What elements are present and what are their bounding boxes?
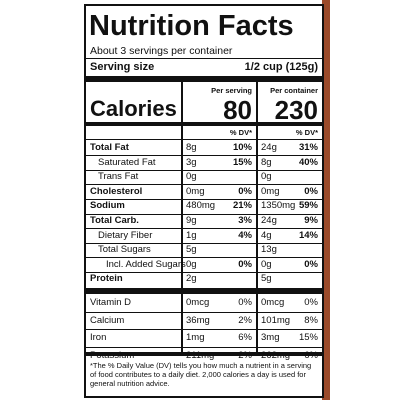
rule bbox=[86, 311, 322, 313]
daily-value: 0% bbox=[304, 297, 318, 308]
nutrient-label: Iron bbox=[90, 332, 107, 343]
dv-header: % DV* bbox=[295, 128, 318, 137]
per-container-header: Per container bbox=[270, 86, 318, 95]
calories-label: Calories bbox=[90, 96, 177, 121]
amount: 13g bbox=[261, 244, 277, 256]
rule bbox=[86, 213, 322, 215]
rule bbox=[86, 271, 322, 273]
label-box bbox=[84, 4, 324, 398]
rule bbox=[86, 139, 322, 140]
daily-value: 0% bbox=[238, 297, 252, 308]
nutrient-label: Calcium bbox=[90, 314, 125, 326]
amount: 9g bbox=[186, 215, 197, 226]
daily-value: 14% bbox=[298, 229, 318, 241]
rule bbox=[86, 184, 322, 186]
thick-rule bbox=[86, 76, 322, 82]
amount: 1350mg bbox=[261, 200, 296, 212]
rule bbox=[86, 155, 322, 157]
title: Nutrition Facts bbox=[89, 10, 294, 42]
daily-value: 2% bbox=[238, 314, 252, 326]
nutrient-label: Incl. Added Sugars bbox=[106, 258, 186, 270]
amount: 24g bbox=[261, 215, 277, 226]
amount: 2g bbox=[186, 273, 197, 285]
daily-value: 0% bbox=[238, 185, 252, 197]
dv-header: % DV* bbox=[229, 128, 252, 137]
amount: 0g bbox=[186, 171, 197, 183]
daily-value: 0% bbox=[304, 185, 318, 197]
amount: 4g bbox=[261, 229, 272, 241]
serving-size-label: Serving size bbox=[90, 61, 155, 73]
column-divider bbox=[181, 82, 183, 352]
daily-value: 31% bbox=[298, 142, 318, 153]
thick-rule bbox=[86, 352, 322, 356]
rule bbox=[86, 329, 322, 330]
amount: 480mg bbox=[186, 200, 216, 212]
daily-value: 8% bbox=[304, 314, 318, 326]
daily-value: 4% bbox=[238, 229, 252, 241]
calories-container: 230 bbox=[274, 95, 318, 125]
daily-value: 0% bbox=[238, 258, 252, 270]
amount: 0g bbox=[261, 171, 272, 183]
daily-value: 21% bbox=[232, 200, 252, 212]
amount: 0g bbox=[186, 258, 197, 270]
thick-rule bbox=[86, 122, 322, 126]
nutrient-label: Trans Fat bbox=[98, 171, 139, 183]
amount: 0mcg bbox=[261, 297, 285, 308]
rule bbox=[86, 242, 322, 244]
daily-value: 9% bbox=[304, 215, 318, 226]
amount: 0g bbox=[261, 258, 272, 270]
nutrient-label: Cholesterol bbox=[90, 185, 143, 197]
daily-value: 15% bbox=[298, 332, 318, 343]
daily-value: 59% bbox=[298, 200, 318, 212]
nutrient-label: Total Carb. bbox=[90, 215, 139, 226]
rule bbox=[86, 58, 322, 59]
per-serving-header: Per serving bbox=[211, 86, 252, 95]
amount: 3mg bbox=[261, 332, 280, 343]
column-divider bbox=[256, 82, 258, 352]
daily-value: 3% bbox=[238, 215, 252, 226]
amount: 8g bbox=[261, 156, 272, 168]
amount: 3g bbox=[186, 156, 197, 168]
amount: 1g bbox=[186, 229, 197, 241]
nutrient-label: Total Fat bbox=[90, 142, 129, 153]
nutrient-label: Total Sugars bbox=[98, 244, 151, 256]
amount: 0mg bbox=[261, 185, 280, 197]
amount: 0mg bbox=[186, 185, 205, 197]
footnote: *The % Daily Value (DV) tells you how mu… bbox=[90, 361, 312, 388]
nutrient-label: Saturated Fat bbox=[98, 156, 156, 168]
calories-serving: 80 bbox=[223, 95, 252, 125]
amount: 24g bbox=[261, 142, 277, 153]
nutrient-label: Vitamin D bbox=[90, 297, 132, 308]
amount: 5g bbox=[186, 244, 197, 256]
nutrient-label: Dietary Fiber bbox=[98, 229, 153, 241]
serving-size-value: 1/2 cup (125g) bbox=[244, 61, 318, 73]
rule bbox=[86, 228, 322, 230]
amount: 1mg bbox=[186, 332, 205, 343]
amount: 0mcg bbox=[186, 297, 210, 308]
daily-value: 0% bbox=[304, 258, 318, 270]
rule bbox=[86, 198, 322, 200]
daily-value: 15% bbox=[232, 156, 252, 168]
amount: 5g bbox=[261, 273, 272, 285]
brown-edge bbox=[322, 0, 330, 400]
amount: 101mg bbox=[261, 314, 291, 326]
thick-rule bbox=[86, 288, 322, 294]
rule bbox=[86, 257, 322, 259]
daily-value: 40% bbox=[298, 156, 318, 168]
amount: 8g bbox=[186, 142, 197, 153]
servings: About 3 servings per container bbox=[90, 45, 233, 57]
daily-value: 6% bbox=[238, 332, 252, 343]
nutrient-label: Protein bbox=[90, 273, 123, 285]
nutrient-label: Sodium bbox=[90, 200, 125, 212]
rule bbox=[86, 169, 322, 171]
rule bbox=[86, 346, 322, 348]
amount: 36mg bbox=[186, 314, 210, 326]
daily-value: 10% bbox=[232, 142, 252, 153]
